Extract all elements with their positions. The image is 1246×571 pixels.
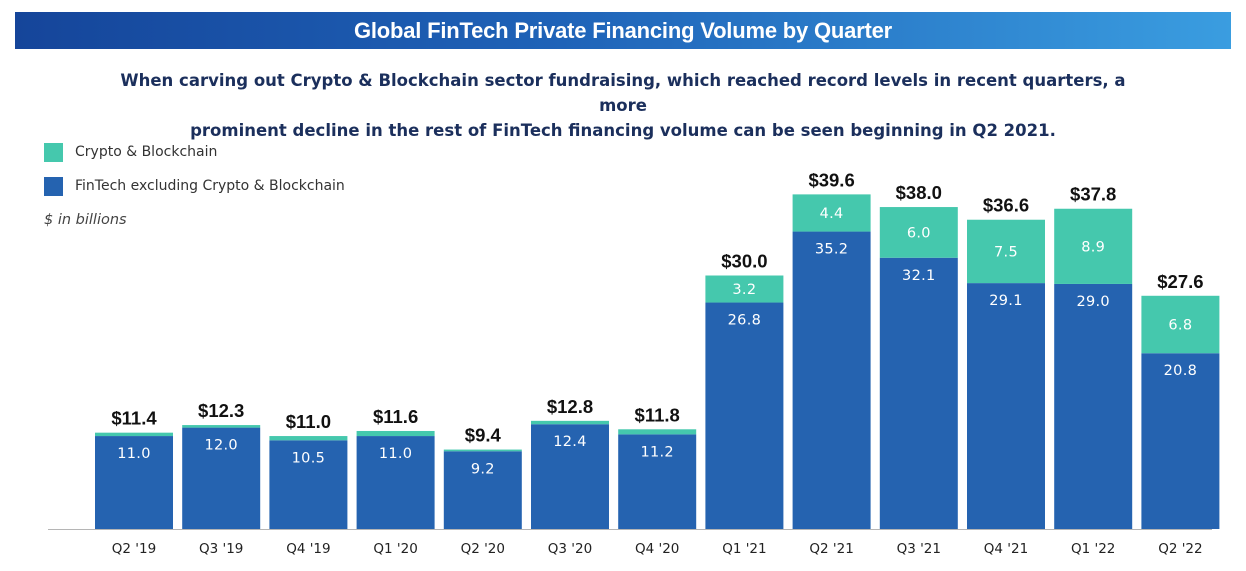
data-label-fintech-3: 11.0	[379, 446, 413, 462]
x-tick-label-3: Q1 '20	[373, 541, 417, 557]
total-label-9: $38.0	[896, 182, 942, 203]
x-tick-label-1: Q3 '19	[199, 541, 243, 557]
x-tick-label-9: Q3 '21	[897, 541, 941, 557]
total-label-12: $27.6	[1157, 271, 1203, 292]
total-label-6: $11.8	[635, 404, 680, 425]
total-label-0: $11.4	[111, 408, 157, 429]
bar-fintech-1	[182, 427, 261, 529]
bar-crypto-7	[705, 275, 784, 303]
bar-fintech-8	[792, 231, 871, 529]
data-label-crypto-7: 3.2	[732, 282, 756, 298]
bar-crypto-1	[182, 425, 261, 428]
bar-fintech-10	[967, 283, 1045, 529]
bar-crypto-3	[356, 430, 435, 437]
chart-title: Global FinTech Private Financing Volume …	[15, 12, 1231, 49]
data-label-fintech-4: 9.2	[471, 461, 495, 477]
bar-crypto-0	[95, 432, 173, 437]
legend-item-fintech: FinTech excluding Crypto & Blockchain	[44, 176, 345, 196]
x-tick-label-12: Q2 '22	[1158, 541, 1202, 557]
legend-swatch-fintech	[44, 176, 63, 196]
bar-fintech-12	[1141, 353, 1220, 529]
legend-label-fintech: FinTech excluding Crypto & Blockchain	[75, 178, 345, 194]
bar-crypto-2	[269, 436, 348, 441]
bar-crypto-5	[531, 420, 609, 425]
data-label-fintech-12: 20.8	[1164, 363, 1198, 379]
bar-fintech-6	[618, 434, 697, 529]
data-label-fintech-2: 10.5	[292, 450, 326, 466]
data-label-fintech-5: 12.4	[553, 434, 587, 450]
data-label-fintech-10: 29.1	[989, 293, 1023, 309]
subtitle-line-1: When carving out Crypto & Blockchain sec…	[120, 71, 1126, 115]
bar-fintech-9	[879, 257, 958, 529]
x-tick-label-11: Q1 '22	[1071, 541, 1115, 557]
x-tick-label-5: Q3 '20	[548, 541, 592, 557]
data-label-fintech-11: 29.0	[1076, 294, 1110, 310]
subtitle-line-2: prominent decline in the rest of FinTech…	[190, 121, 1056, 140]
x-tick-label-2: Q4 '19	[286, 541, 330, 557]
units-note: $ in billions	[44, 212, 127, 228]
data-label-fintech-8: 35.2	[815, 242, 849, 258]
total-label-1: $12.3	[198, 400, 244, 421]
bar-fintech-7	[705, 302, 784, 529]
total-label-5: $12.8	[547, 396, 593, 417]
x-tick-label-4: Q2 '20	[461, 541, 505, 557]
legend-label-crypto: Crypto & Blockchain	[75, 144, 218, 160]
bar-fintech-5	[531, 424, 609, 529]
data-label-fintech-6: 11.2	[640, 444, 674, 460]
total-label-4: $9.4	[465, 425, 502, 446]
chart-subtitle: When carving out Crypto & Blockchain sec…	[100, 68, 1146, 143]
data-label-crypto-11: 8.9	[1081, 239, 1105, 255]
data-label-fintech-7: 26.8	[728, 313, 762, 329]
data-label-crypto-9: 6.0	[907, 225, 931, 241]
total-label-8: $39.6	[808, 169, 854, 190]
x-tick-label-0: Q2 '19	[112, 541, 156, 557]
bar-crypto-4	[443, 449, 522, 452]
total-label-3: $11.6	[373, 406, 418, 427]
data-label-fintech-0: 11.0	[117, 446, 151, 462]
total-label-7: $30.0	[721, 251, 767, 272]
data-label-crypto-12: 6.8	[1168, 318, 1192, 334]
bar-crypto-8	[792, 194, 871, 232]
x-tick-label-7: Q1 '21	[722, 541, 766, 557]
bar-fintech-3	[356, 436, 435, 529]
data-label-fintech-1: 12.0	[204, 438, 238, 454]
x-tick-label-6: Q4 '20	[635, 541, 679, 557]
legend-swatch-crypto	[44, 142, 63, 162]
bar-fintech-0	[95, 436, 173, 529]
bar-crypto-11	[1054, 208, 1133, 284]
bar-crypto-12	[1141, 295, 1220, 354]
data-label-crypto-10: 7.5	[994, 244, 1018, 260]
total-label-10: $36.6	[983, 195, 1029, 216]
total-label-2: $11.0	[286, 411, 331, 432]
x-tick-label-10: Q4 '21	[984, 541, 1028, 557]
x-tick-label-8: Q2 '21	[809, 541, 853, 557]
bar-fintech-11	[1054, 283, 1133, 529]
bar-crypto-10	[967, 219, 1045, 284]
bar-fintech-4	[443, 451, 522, 529]
bar-crypto-9	[879, 207, 958, 258]
legend-item-crypto: Crypto & Blockchain	[44, 142, 217, 162]
bar-crypto-6	[618, 429, 697, 435]
data-label-crypto-8: 4.4	[820, 206, 844, 222]
data-label-fintech-9: 32.1	[902, 268, 936, 284]
bar-fintech-2	[269, 440, 348, 529]
total-label-11: $37.8	[1070, 184, 1116, 205]
